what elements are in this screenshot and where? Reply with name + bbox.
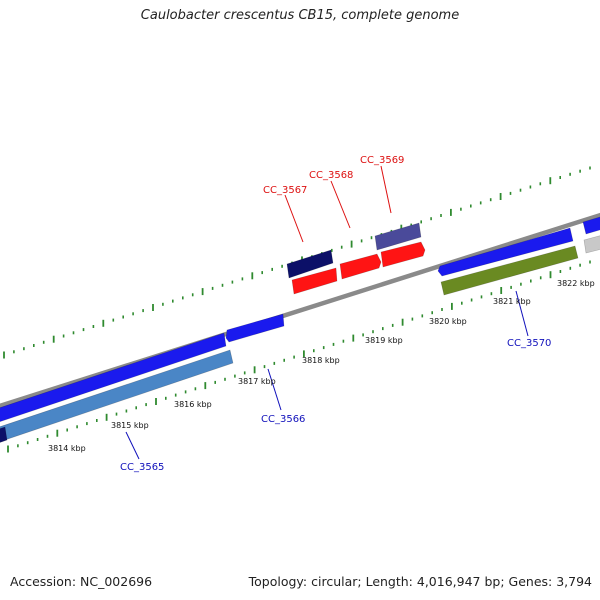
- gene-label-cc3569[interactable]: CC_3569: [360, 155, 404, 166]
- gene-feature-grey[interactable]: [583, 233, 600, 254]
- scale-labels: 3814 kbp 3815 kbp 3816 kbp 3817 kbp 3818…: [48, 279, 595, 453]
- gene-feature-slate[interactable]: [374, 222, 422, 251]
- gene-feature-cc3565[interactable]: [0, 349, 234, 445]
- scale-label-3816: 3816 kbp: [174, 400, 212, 409]
- gene-label-cc3570[interactable]: CC_3570: [507, 338, 551, 349]
- gene-feature-blue-right-tip[interactable]: [582, 214, 600, 235]
- gene-labels: CC_3565 CC_3566 CC_3567 CC_3568 CC_3569 …: [120, 155, 551, 473]
- scale-label-3817: 3817 kbp: [238, 377, 276, 386]
- map-title: Caulobacter crescentus CB15, complete ge…: [140, 8, 460, 23]
- outer-tick-row: [3, 166, 591, 359]
- gene-feature-cc3569[interactable]: [380, 241, 426, 268]
- scale-label-3821: 3821 kbp: [493, 297, 531, 306]
- gene-label-cc3567[interactable]: CC_3567: [263, 185, 307, 196]
- gene-label-cc3565[interactable]: CC_3565: [120, 462, 164, 473]
- gene-feature-blue-long[interactable]: [0, 332, 227, 425]
- gene-label-leaders: [125, 165, 529, 460]
- gene-feature-cc3567[interactable]: [291, 267, 338, 295]
- gene-feature-cc3568[interactable]: [339, 253, 382, 280]
- inner-tick-row: [7, 260, 591, 453]
- gene-feature-cc3570-row[interactable]: [437, 227, 574, 277]
- scale-label-3818: 3818 kbp: [302, 356, 340, 365]
- scale-label-3819: 3819 kbp: [365, 336, 403, 345]
- genome-backbone: [0, 212, 600, 409]
- gene-feature-olive[interactable]: [440, 245, 579, 296]
- gene-label-cc3566[interactable]: CC_3566: [261, 414, 305, 425]
- genome-summary-text: Topology: circular; Length: 4,016,947 bp…: [248, 574, 592, 589]
- accession-text: Accession: NC_002696: [10, 574, 153, 589]
- scale-label-3814: 3814 kbp: [48, 444, 86, 453]
- scale-label-3815: 3815 kbp: [111, 421, 149, 430]
- gene-feature-navy-left[interactable]: [0, 426, 8, 446]
- gene-feature-navy[interactable]: [286, 249, 334, 279]
- gene-feature-cc3566[interactable]: [225, 313, 285, 343]
- scale-label-3820: 3820 kbp: [429, 317, 467, 326]
- gene-features: [0, 214, 600, 446]
- gene-label-cc3568[interactable]: CC_3568: [309, 170, 353, 181]
- scale-label-3822: 3822 kbp: [557, 279, 595, 288]
